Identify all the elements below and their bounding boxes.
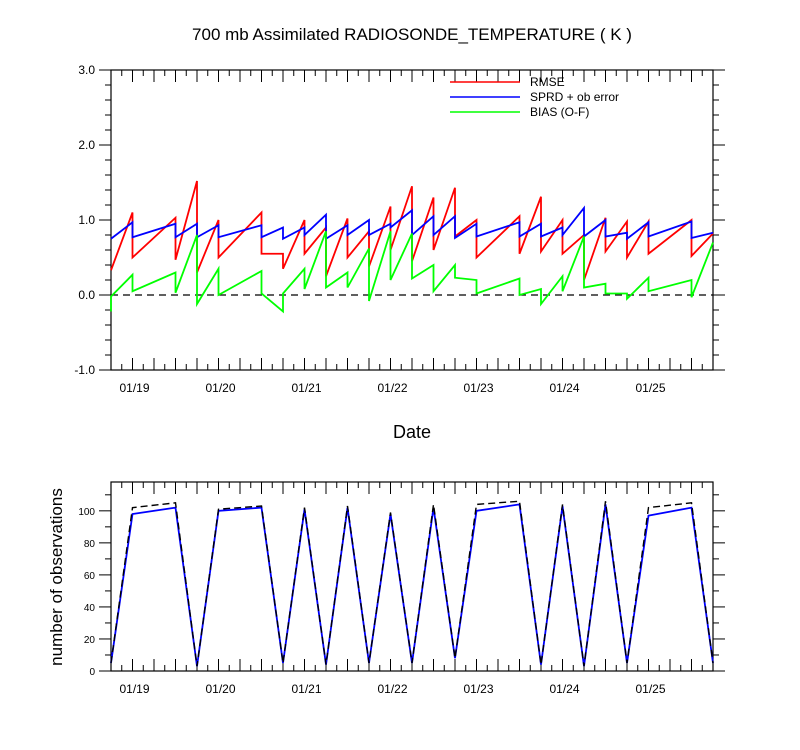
- x-tick-label: 01/20: [205, 682, 235, 696]
- x-tick-label: 01/19: [119, 381, 149, 395]
- x-tick-label: 01/19: [119, 682, 149, 696]
- legend-label: BIAS (O-F): [530, 105, 589, 119]
- y-tick-label: 60: [84, 571, 96, 582]
- x-tick-label: 01/21: [291, 381, 321, 395]
- y-tick-label: 20: [84, 635, 96, 646]
- x-tick-label: 01/25: [635, 682, 665, 696]
- y-tick-label: -1.0: [74, 363, 95, 377]
- x-tick-label: 01/25: [635, 381, 665, 395]
- series-line-assimilated: [110, 503, 714, 667]
- x-tick-label: 01/22: [377, 381, 407, 395]
- x-tick-label: 01/20: [205, 381, 235, 395]
- x-tick-label: 01/24: [549, 381, 579, 395]
- top-chart: 01/19 01/20 01/21 01/22 01/23 01/24 01/25 3.0 2.…: [74, 63, 725, 395]
- series-line-bias-o-f: [110, 230, 714, 314]
- series-line-sprd-ob-error: [110, 205, 714, 241]
- y-tick-label: 80: [84, 539, 96, 550]
- series-line-total: [110, 500, 714, 667]
- y-tick-label: 2.0: [78, 138, 95, 152]
- chart-title: 700 mb Assimilated RADIOSONDE_TEMPERATUR…: [192, 25, 632, 44]
- y-tick-label: 1.0: [78, 213, 95, 227]
- y-tick-label: 0: [89, 667, 95, 678]
- x-axis-label: Date: [393, 422, 431, 442]
- legend-label: RMSE: [530, 75, 565, 89]
- x-tick-label: 01/23: [463, 682, 493, 696]
- y-tick-label: 40: [84, 603, 96, 614]
- x-tick-label: 01/24: [549, 682, 579, 696]
- y-tick-label: 3.0: [78, 63, 95, 77]
- x-tick-label: 01/23: [463, 381, 493, 395]
- y-tick-label: 0.0: [78, 288, 95, 302]
- y-tick-label: 100: [78, 507, 95, 518]
- plot-frame: [110, 481, 714, 672]
- x-tick-label: 01/22: [377, 682, 407, 696]
- x-tick-label: 01/21: [291, 682, 321, 696]
- legend-label: SPRD + ob error: [530, 90, 619, 104]
- bottom-chart: 01/19 01/20 01/21 01/22 01/23 01/24 01/25 0 20 40…: [78, 481, 725, 696]
- y-axis-label: number of observations: [47, 488, 66, 666]
